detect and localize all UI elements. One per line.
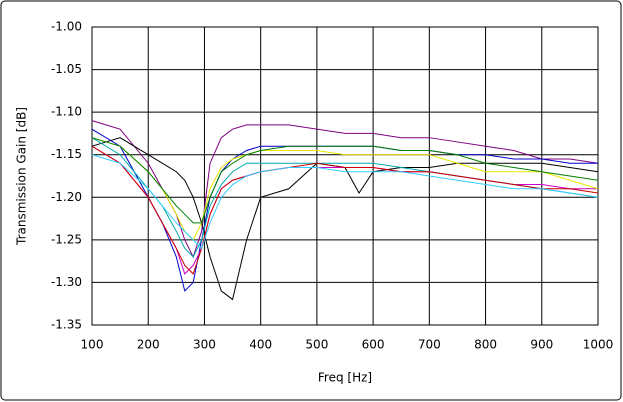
x-tick-label: 600 [362,338,385,352]
x-tick-label: 1000 [583,338,614,352]
data-line [91,128,598,292]
y-axis-title: Transmission Gain [dB] [15,107,29,246]
x-tick-label: 300 [193,338,216,352]
y-tick-label: -1.15 [51,147,82,161]
x-axis-title: Freq [Hz] [318,371,372,385]
y-tick-label: -1.05 [51,62,82,76]
data-line [91,137,599,241]
data-line [91,137,599,301]
x-tick-label: 900 [530,338,553,352]
x-tick-label: 200 [137,338,160,352]
x-tick-label: 700 [418,338,441,352]
y-tick-label: -1.10 [51,105,82,119]
x-tick-label: 800 [474,338,497,352]
y-tick-label: -1.30 [51,275,82,289]
plot-area [91,26,599,326]
x-tick-label: 400 [249,338,272,352]
y-tick-label: -1.00 [51,20,82,34]
data-line [91,120,599,259]
y-tick-label: -1.35 [51,318,82,332]
data-line [91,137,599,224]
y-tick-label: -1.20 [51,190,82,204]
y-tick-label: -1.25 [51,232,82,246]
x-tick-label: 100 [81,338,104,352]
x-tick-label: 500 [305,338,328,352]
data-line [91,154,599,250]
